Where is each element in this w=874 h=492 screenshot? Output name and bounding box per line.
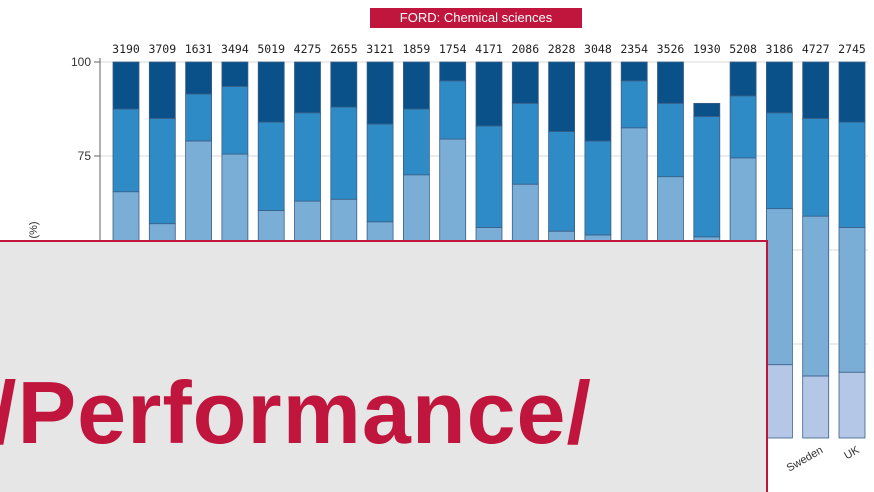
bar-segment	[802, 61, 830, 119]
bar-segment	[511, 102, 539, 185]
bar-count-label: 2086	[511, 42, 539, 56]
chart-title: FORD: Chemical sciences	[370, 8, 582, 28]
y-tick-label: 100	[71, 55, 91, 69]
bar-segment	[112, 108, 140, 193]
overlay-panel: /Performance/	[0, 240, 768, 492]
bar-segment	[657, 61, 684, 104]
bar-segment	[511, 61, 539, 104]
bar-segment	[148, 118, 176, 225]
bar-segment	[475, 61, 503, 127]
bar-segment	[548, 131, 575, 232]
bar-count-label: 4727	[802, 42, 830, 56]
bar-segment	[548, 61, 575, 132]
bar-count-label: 1859	[403, 42, 431, 56]
bar-segment	[221, 86, 249, 155]
bar-segment	[802, 215, 830, 377]
bar-segment	[257, 61, 285, 123]
bar-segment	[838, 121, 866, 228]
bar-count-label: 3121	[366, 42, 394, 56]
bar-segment	[402, 108, 430, 176]
bar-segment	[766, 208, 793, 366]
bar-segment	[620, 61, 648, 82]
x-axis-labels: Sweden UK	[785, 444, 862, 475]
bar-segment	[838, 227, 866, 373]
bar-count-label: 5208	[729, 42, 757, 56]
bar-segment	[766, 364, 793, 439]
bar-count-label: 3526	[657, 42, 685, 56]
bar-count-label: 5019	[257, 42, 285, 56]
bar-segment	[766, 112, 793, 210]
bar-segment	[693, 116, 721, 238]
bar-segment	[838, 61, 866, 123]
y-axis-label: (%)	[28, 221, 40, 238]
bar-segment	[802, 375, 830, 439]
bar-stack	[838, 61, 866, 439]
bar-count-label: 4171	[475, 42, 503, 56]
bar-count-label: 3190	[112, 42, 140, 56]
bar-segment	[439, 80, 467, 140]
bar-segment	[802, 118, 830, 217]
bar-count-label: 1930	[693, 42, 721, 56]
bar-segment	[294, 112, 321, 202]
bar-segment	[657, 102, 684, 178]
bar-segment	[620, 80, 648, 129]
bar-segment	[439, 61, 467, 82]
bar-segment	[185, 93, 213, 142]
bar-segment	[366, 123, 394, 223]
bar-count-label: 2354	[620, 42, 648, 56]
bar-count-label: 2655	[330, 42, 358, 56]
bar-segment	[366, 61, 394, 125]
bar-segment	[112, 61, 140, 110]
bar-count-label: 3494	[221, 42, 249, 56]
bar-segment	[729, 61, 757, 97]
bar-stack	[766, 61, 793, 439]
overlay-text: /Performance/	[0, 363, 592, 462]
bar-segment	[766, 61, 793, 114]
bar-segment	[330, 106, 358, 200]
bar-count-label: 1754	[439, 42, 467, 56]
bar-segment	[475, 125, 503, 228]
y-tick-label: 75	[78, 149, 92, 163]
bar-count-label: 3709	[148, 42, 176, 56]
bar-segment	[221, 61, 249, 87]
bar-segment	[693, 102, 721, 117]
bar-count-label: 2828	[548, 42, 576, 56]
bar-segment	[330, 61, 358, 108]
bar-segment	[294, 61, 321, 114]
bar-stack	[802, 61, 830, 439]
bar-count-label: 2745	[838, 42, 866, 56]
x-tick-label: UK	[842, 444, 862, 462]
bar-count-label: 3048	[584, 42, 612, 56]
bar-count-label: 1631	[185, 42, 213, 56]
bar-segment	[729, 95, 757, 159]
bar-segment	[402, 61, 430, 110]
bar-segment	[257, 121, 285, 211]
x-tick-label: Sweden	[785, 444, 825, 474]
bar-segment	[838, 371, 866, 439]
bar-count-label: 4275	[294, 42, 322, 56]
bar-count-labels: 3190 3709 1631 3494 5019 4275 2655 3121 1859 1754…	[112, 42, 866, 56]
bar-segment	[584, 140, 612, 236]
bar-segment	[148, 61, 176, 119]
bar-segment	[185, 61, 213, 95]
bar-segment	[584, 61, 612, 142]
bar-count-label: 3186	[766, 42, 794, 56]
